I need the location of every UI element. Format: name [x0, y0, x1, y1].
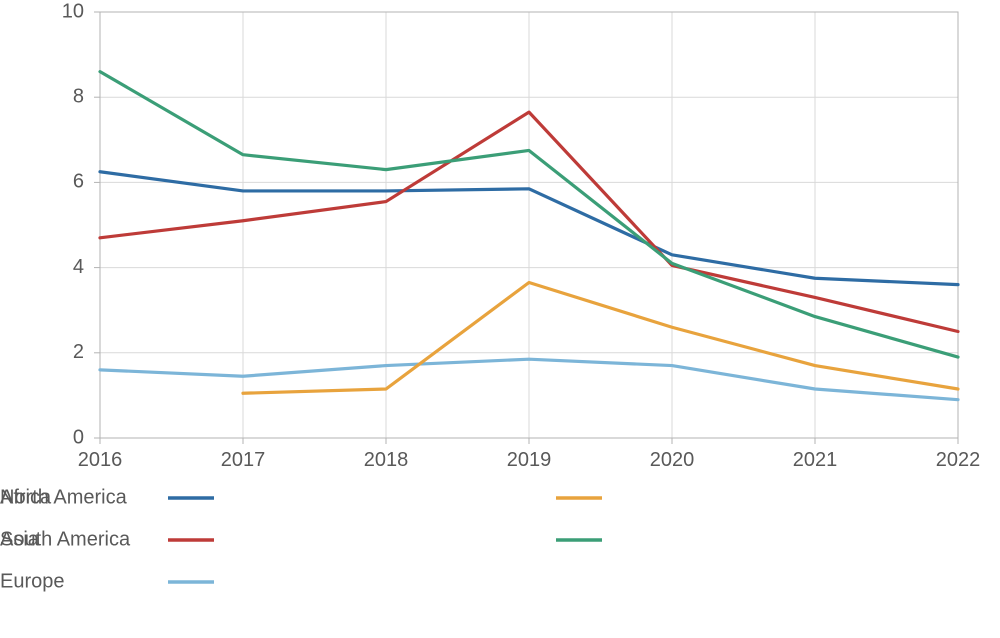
y-tick-label: 0 [73, 426, 84, 448]
x-tick-label: 2017 [221, 449, 266, 471]
x-tick-label: 2020 [650, 449, 695, 471]
legend-label-europe: Europe [0, 570, 65, 592]
x-tick-label: 2016 [78, 449, 123, 471]
line-chart: 02468102016201720182019202020212022Afric… [0, 0, 1000, 638]
x-tick-label: 2021 [793, 449, 838, 471]
x-tick-label: 2018 [364, 449, 409, 471]
x-tick-label: 2022 [936, 449, 981, 471]
y-tick-label: 10 [62, 0, 84, 22]
y-tick-label: 4 [73, 256, 84, 278]
x-tick-label: 2019 [507, 449, 552, 471]
y-tick-label: 2 [73, 341, 84, 363]
legend-label-south-america: South America [0, 528, 131, 550]
y-tick-label: 8 [73, 85, 84, 107]
y-tick-label: 6 [73, 171, 84, 193]
legend-label-north-america: North America [0, 486, 128, 508]
